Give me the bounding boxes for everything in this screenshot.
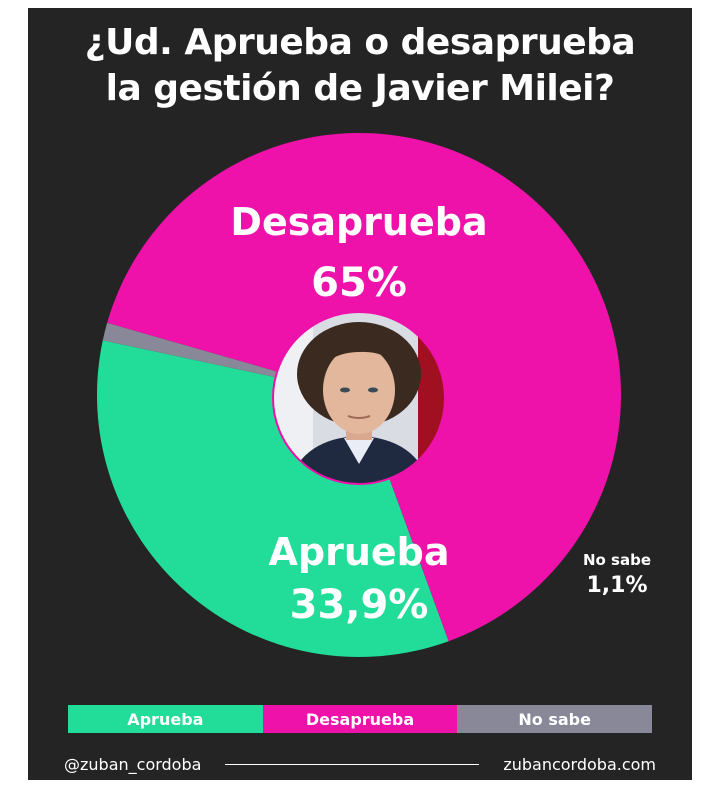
legend-aprueba: Aprueba — [68, 705, 263, 733]
website-link[interactable]: zubancordoba.com — [503, 754, 656, 774]
label-no-sabe: No sabe — [583, 551, 651, 569]
title-line-1: ¿Ud. Aprueba o desaprueba — [84, 22, 636, 63]
value-desaprueba: 65% — [311, 260, 407, 306]
chart-title: ¿Ud. Aprueba o desaprueba la gestión de … — [28, 20, 692, 112]
footer-divider — [225, 763, 480, 765]
poll-card: ¿Ud. Aprueba o desaprueba la gestión de … — [28, 8, 692, 780]
title-line-2: la gestión de Javier Milei? — [105, 68, 615, 109]
legend-no-sabe: No sabe — [457, 705, 653, 733]
value-no-sabe: 1,1% — [586, 573, 647, 598]
portrait-photo — [272, 311, 446, 485]
value-aprueba: 33,9% — [290, 582, 429, 628]
label-desaprueba: Desaprueba — [230, 200, 487, 244]
legend: Aprueba Desaprueba No sabe — [68, 705, 653, 733]
footer: @zuban_cordoba zubancordoba.com — [64, 752, 656, 776]
label-aprueba: Aprueba — [268, 530, 449, 574]
social-handle: @zuban_cordoba — [64, 754, 202, 774]
legend-desaprueba: Desaprueba — [262, 705, 458, 733]
pie-chart: Desaprueba 65% Aprueba 33,9% No sabe 1,1… — [96, 132, 651, 657]
